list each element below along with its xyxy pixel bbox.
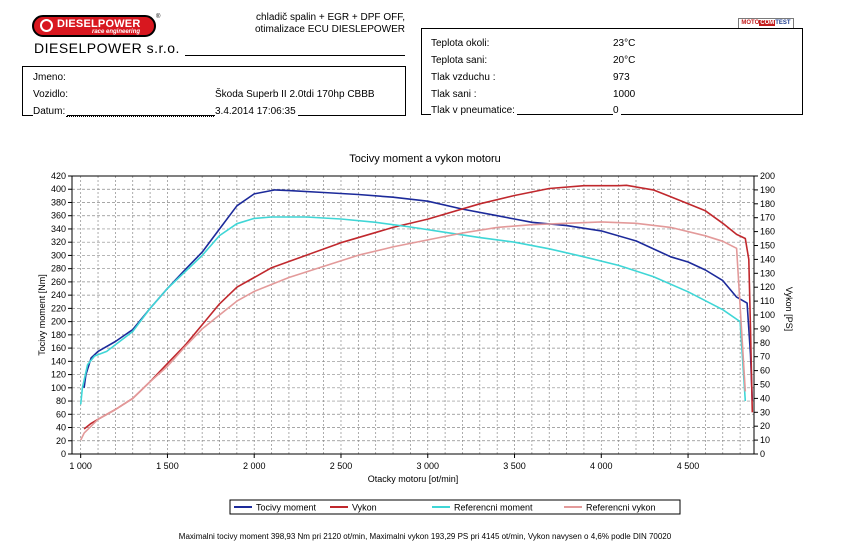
modification-note-1: chladič spalin + EGR + DPF OFF, <box>256 12 405 23</box>
air-pressure-label: Tlak vzduchu : <box>431 72 496 83</box>
y-left-tick-label: 240 <box>51 290 66 300</box>
vehicle-info-box <box>22 66 406 116</box>
intake-pressure-value: 1000 <box>613 89 636 100</box>
y-left-tick-label: 280 <box>51 264 66 274</box>
y-right-tick-label: 90 <box>760 324 770 334</box>
y-right-tick-label: 0 <box>760 449 765 459</box>
y-left-tick-label: 180 <box>51 330 66 340</box>
tire-pressure-label: Tlak v pneumatice: <box>431 105 517 116</box>
y-right-tick-label: 150 <box>760 241 775 251</box>
y-left-tick-label: 420 <box>51 171 66 181</box>
x-tick-label: 2 500 <box>330 461 353 471</box>
intake-temp-value: 20°C <box>613 55 636 66</box>
ambient-temp-label: Teplota okoli: <box>431 38 490 49</box>
name-label: Jmeno: <box>33 72 66 83</box>
registered-mark: ® <box>156 14 161 20</box>
y-right-axis-label: Vykon [PS] <box>784 287 794 331</box>
x-tick-label: 3 000 <box>416 461 439 471</box>
x-tick-label: 3 500 <box>503 461 526 471</box>
y-left-tick-label: 360 <box>51 211 66 221</box>
y-right-tick-label: 190 <box>760 185 775 195</box>
y-left-tick-label: 60 <box>56 409 66 419</box>
logo-text: DIESELPOWER <box>57 18 141 30</box>
y-right-tick-label: 160 <box>760 227 775 237</box>
y-right-tick-label: 120 <box>760 282 775 292</box>
vehicle-value: Škoda Superb II 2.0tdi 170hp CBBB <box>215 89 375 100</box>
y-right-tick-label: 60 <box>760 366 770 376</box>
y-right-tick-label: 100 <box>760 310 775 320</box>
y-right-tick-label: 20 <box>760 421 770 431</box>
y-right-tick-label: 40 <box>760 393 770 403</box>
y-left-tick-label: 80 <box>56 396 66 406</box>
chart-title: Tocivy moment a vykon motoru <box>349 153 501 165</box>
air-pressure-value: 973 <box>613 72 630 83</box>
ambient-temp-value: 23°C <box>613 38 636 49</box>
series-line-4 <box>79 221 747 441</box>
y-left-tick-label: 160 <box>51 343 66 353</box>
dieselpower-logo: DIESELPOWER race engineering <box>32 15 156 37</box>
logo-subtext: race engineering <box>92 29 141 35</box>
y-left-tick-label: 40 <box>56 423 66 433</box>
y-left-tick-label: 220 <box>51 303 66 313</box>
legend-label-3: Referencni moment <box>454 503 533 513</box>
modification-note-2: otimalizace ECU DIESLEPOWER <box>254 24 405 35</box>
y-right-tick-label: 50 <box>760 380 770 390</box>
legend-label-4: Referencni vykon <box>586 503 656 513</box>
y-right-tick-label: 30 <box>760 407 770 417</box>
y-left-tick-label: 140 <box>51 356 66 366</box>
y-right-tick-label: 130 <box>760 268 775 278</box>
y-left-tick-label: 300 <box>51 250 66 260</box>
legend-box <box>229 499 681 515</box>
legend-label-2: Vykon <box>352 503 377 513</box>
intake-pressure-label: Tlak sani : <box>431 89 477 100</box>
x-tick-label: 1 500 <box>156 461 179 471</box>
y-right-tick-label: 80 <box>760 338 770 348</box>
logo-emblem-icon <box>40 19 53 32</box>
y-right-tick-label: 10 <box>760 435 770 445</box>
y-left-tick-label: 120 <box>51 370 66 380</box>
summary-footer: Maximalni tocivy moment 398,93 Nm pri 21… <box>178 532 672 541</box>
y-left-tick-label: 260 <box>51 277 66 287</box>
tire-pressure-leader <box>520 114 615 115</box>
y-right-tick-label: 180 <box>760 199 775 209</box>
y-left-tick-label: 0 <box>61 449 66 459</box>
y-left-tick-label: 400 <box>51 184 66 194</box>
y-right-tick-label: 70 <box>760 352 770 362</box>
y-left-tick-label: 380 <box>51 197 66 207</box>
y-right-tick-label: 170 <box>760 213 775 223</box>
company-name: DIESELPOWER s.r.o. <box>34 40 180 56</box>
y-left-tick-label: 320 <box>51 237 66 247</box>
y-right-tick-label: 200 <box>760 171 775 181</box>
plot-frame <box>71 175 755 455</box>
x-tick-label: 4 000 <box>590 461 613 471</box>
series-line-3 <box>79 216 747 405</box>
y-left-tick-label: 100 <box>51 383 66 393</box>
company-underline <box>185 55 405 56</box>
tire-pressure-value: 0 <box>613 105 621 116</box>
y-right-tick-label: 140 <box>760 254 775 264</box>
date-leader <box>66 116 216 117</box>
y-left-axis-label: Tocivy moment [Nm] <box>37 274 47 356</box>
y-left-tick-label: 200 <box>51 317 66 327</box>
vehicle-label: Vozidlo: <box>33 89 69 100</box>
date-label: Datum: <box>33 106 68 117</box>
date-value: 3.4.2014 17:06:35 <box>215 106 298 117</box>
y-left-tick-label: 340 <box>51 224 66 234</box>
intake-temp-label: Teplota sani: <box>431 55 488 66</box>
x-tick-label: 2 000 <box>243 461 266 471</box>
x-axis-label: Otacky motoru [ot/min] <box>368 474 459 484</box>
y-right-tick-label: 110 <box>760 296 774 306</box>
x-tick-label: 4 500 <box>677 461 700 471</box>
legend-label-1: Tocivy moment <box>256 503 317 513</box>
plot-area <box>72 176 754 454</box>
y-left-tick-label: 20 <box>56 436 66 446</box>
x-tick-label: 1 000 <box>69 461 92 471</box>
